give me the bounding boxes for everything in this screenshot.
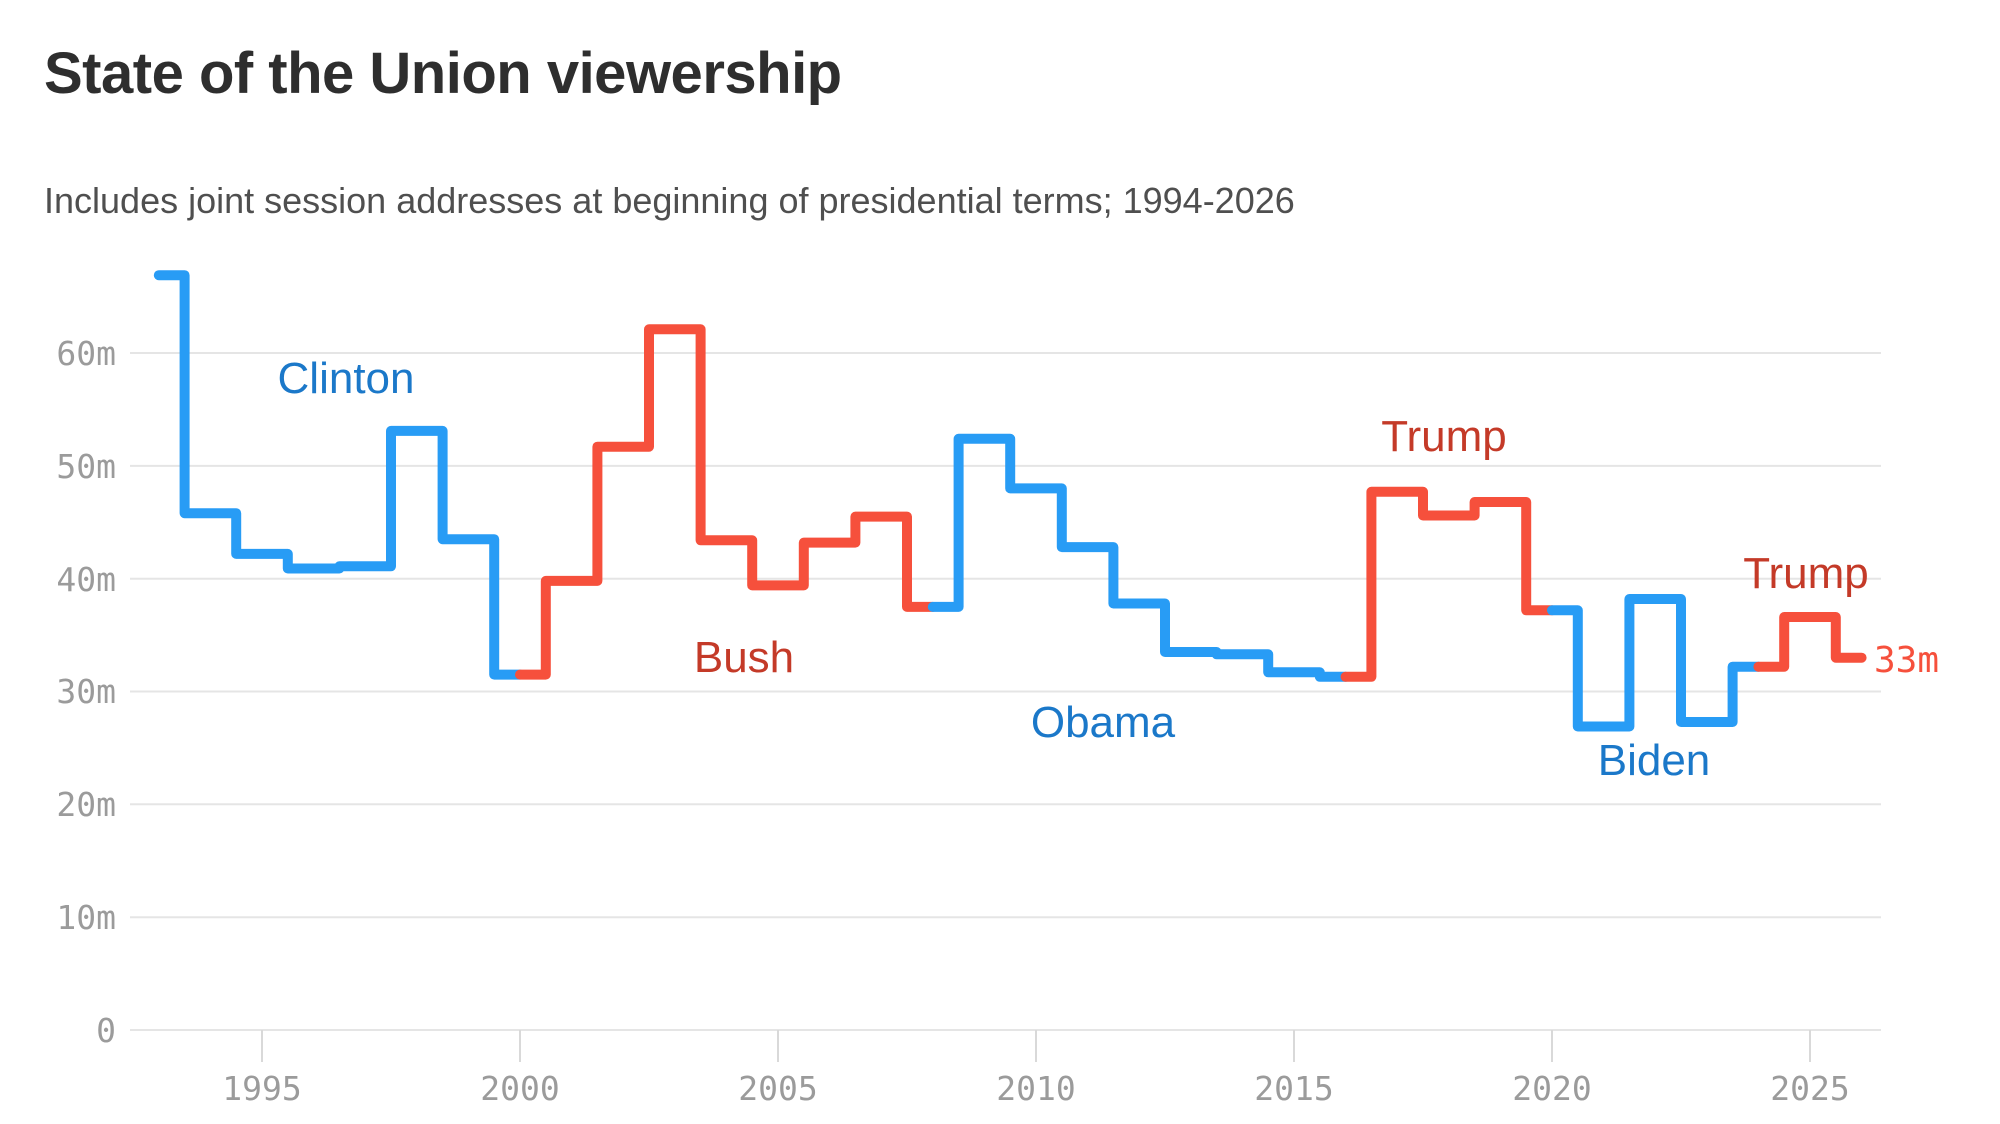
president-label-trump-1: Trump bbox=[1381, 412, 1507, 461]
gridlines bbox=[130, 352, 1881, 1031]
x-axis-label-2005: 2005 bbox=[738, 1069, 817, 1108]
x-axis-label-2000: 2000 bbox=[480, 1069, 559, 1108]
x-axis-ticks bbox=[261, 1030, 1811, 1062]
x-axis-label-2015: 2015 bbox=[1254, 1069, 1333, 1108]
president-label-biden: Biden bbox=[1598, 736, 1711, 785]
x-axis-label-1995: 1995 bbox=[222, 1069, 301, 1108]
chart-title: State of the Union viewership bbox=[44, 41, 842, 106]
series-obama-2 bbox=[927, 433, 1351, 682]
president-label-bush: Bush bbox=[694, 633, 794, 682]
x-axis-labels: 1995 2000 2005 2010 2015 2020 2025 bbox=[222, 1069, 1849, 1108]
y-axis-label-10m: 10m bbox=[56, 898, 116, 937]
y-axis-label-20m: 20m bbox=[56, 785, 116, 824]
y-axis-label-50m: 50m bbox=[56, 447, 116, 486]
series-trump-5 bbox=[1753, 612, 1867, 672]
president-label-obama: Obama bbox=[1031, 698, 1176, 747]
president-label-trump-2: Trump bbox=[1743, 549, 1869, 598]
series-clinton-0 bbox=[153, 270, 525, 680]
series-biden-4 bbox=[1547, 594, 1764, 732]
chart-subtitle: Includes joint session addresses at begi… bbox=[44, 180, 1295, 221]
president-labels: Clinton Bush Obama Trump Biden Trump bbox=[278, 354, 1869, 785]
y-axis-label-30m: 30m bbox=[56, 672, 116, 711]
y-axis-label-40m: 40m bbox=[56, 560, 116, 599]
y-axis-labels: 0 10m 20m 30m 40m 50m 60m bbox=[56, 334, 116, 1050]
x-axis-label-2010: 2010 bbox=[996, 1069, 1075, 1108]
president-label-clinton: Clinton bbox=[278, 354, 415, 403]
series-bush-1 bbox=[515, 324, 938, 680]
x-axis-label-2020: 2020 bbox=[1512, 1069, 1591, 1108]
viewership-step-lines bbox=[153, 270, 1867, 732]
end-value-label-33m: 33m bbox=[1874, 640, 1939, 681]
series-trump-3 bbox=[1340, 486, 1557, 682]
y-axis-label-0: 0 bbox=[96, 1011, 116, 1050]
y-axis-label-60m: 60m bbox=[56, 334, 116, 373]
x-axis-label-2025: 2025 bbox=[1770, 1069, 1849, 1108]
